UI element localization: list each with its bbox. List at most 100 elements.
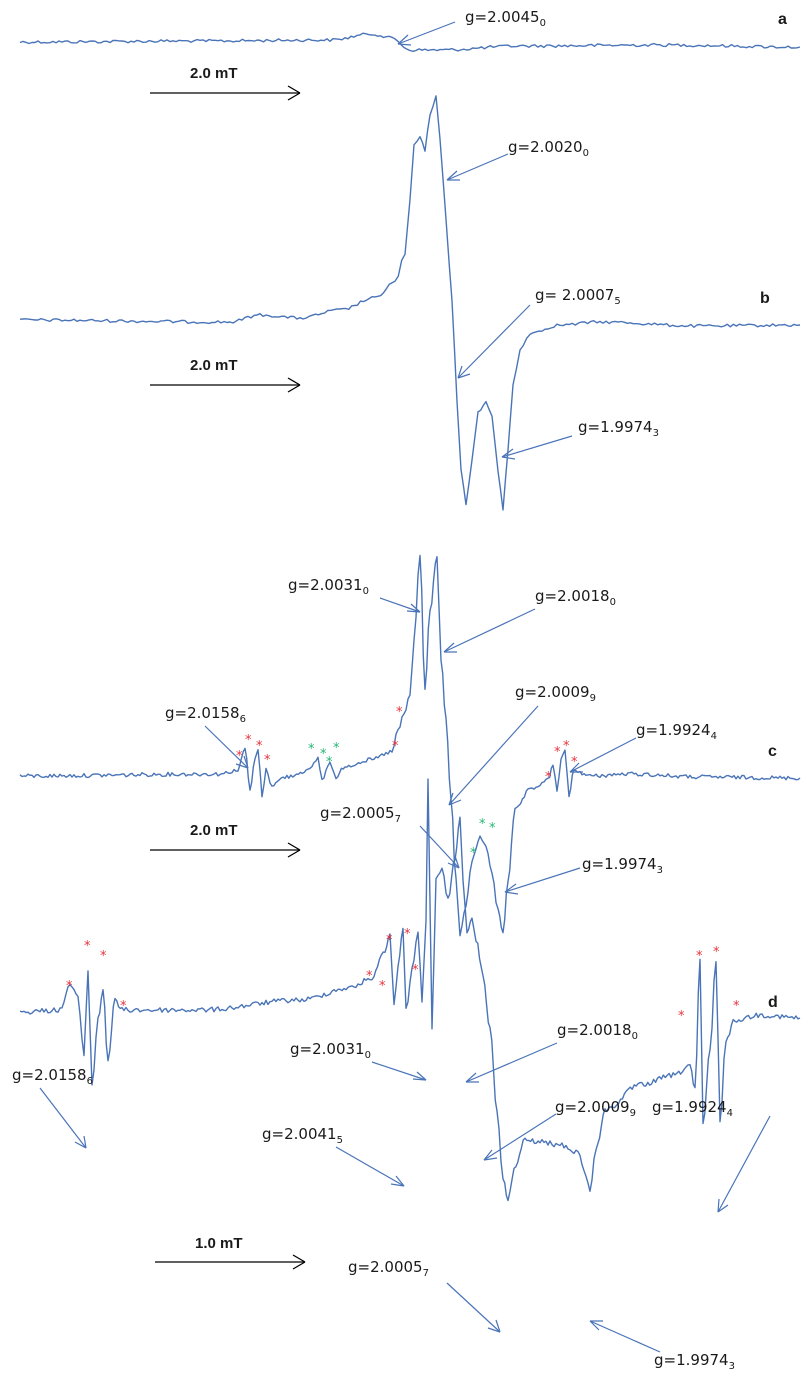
marker-group-d: * * * * * * * * * * * * *: [66, 927, 740, 1024]
scale-bar-label-d: 1.0 mT: [195, 1235, 243, 1252]
leader-arrowhead-c-2: [443, 642, 457, 653]
stars-c-star: *: [479, 817, 486, 832]
leader-b-2: [457, 304, 531, 379]
stars-c-star: *: [308, 742, 315, 757]
leader-c-7: [504, 867, 581, 893]
stars-c-star: *: [563, 739, 570, 754]
g-label-b-3: g=1.99743: [578, 418, 659, 439]
stars-d-star: *: [412, 963, 419, 978]
leader-c-5: [569, 737, 637, 773]
scale-bar-arrowhead-b: [287, 377, 301, 393]
stars-d-star: *: [84, 939, 91, 954]
stars-c-star: *: [396, 705, 403, 720]
leader-arrowhead-d-3: [74, 1135, 87, 1149]
scale-bar-label-a: 2.0 mT: [190, 65, 238, 82]
g-label-d-8: g=1.99743: [654, 1351, 735, 1372]
leader-arrowhead-b-3: [501, 448, 516, 460]
g-label-a-1: g=2.00450: [465, 8, 546, 29]
g-label-c-6: g=2.00057: [320, 804, 401, 825]
leader-c-3: [204, 725, 249, 769]
g-label-c-2: g=2.00180: [535, 587, 616, 608]
leader-d-7: [446, 1282, 501, 1333]
stars-c-star: *: [489, 821, 496, 836]
stars-c-star: *: [333, 741, 340, 756]
g-label-c-7: g=1.99743: [582, 855, 663, 876]
scale-bar-arrowhead-a: [287, 85, 301, 101]
leader-arrowhead-c-7: [504, 883, 519, 895]
stars-c-star: *: [236, 749, 243, 764]
stars-d-star: *: [66, 979, 73, 994]
leader-arrowhead-d-1: [412, 1071, 427, 1081]
stars-d-star: *: [100, 949, 107, 964]
g-label-b-2: g= 2.00075: [535, 286, 621, 307]
stars-d-star: *: [404, 927, 411, 942]
leader-arrowhead-d-7: [487, 1319, 501, 1333]
leader-arrowhead-a-1: [397, 34, 412, 46]
g-label-d-6: g=1.99244: [652, 1098, 733, 1119]
stars-d-star: *: [678, 1009, 685, 1024]
leader-d-3: [39, 1087, 87, 1149]
leader-d-4: [483, 1113, 557, 1161]
stars-d-star: *: [713, 945, 720, 960]
leader-arrowhead-c-3: [235, 755, 249, 769]
g-label-c-5: g=1.99244: [636, 721, 717, 742]
leader-arrowhead-d-6: [717, 1198, 729, 1213]
g-label-c-3: g=2.01586: [165, 704, 246, 725]
g-label-d-4: g=2.00099: [555, 1098, 636, 1119]
stars-c-star: *: [554, 745, 561, 760]
leader-arrowhead-d-2: [465, 1072, 479, 1083]
leader-arrowhead-d-5: [390, 1175, 405, 1187]
g-label-d-1: g=2.00310: [290, 1040, 371, 1061]
panel-letter-a: a: [778, 11, 787, 28]
leader-arrowhead-d-8: [589, 1320, 603, 1331]
stars-c-star: *: [392, 739, 399, 754]
leader-arrowhead-c-4: [448, 792, 462, 806]
panel-letter-d: d: [768, 994, 778, 1011]
leader-arrowhead-b-1: [446, 170, 460, 181]
stars-c-star: *: [264, 753, 271, 768]
spectrum-trace-a: [19, 32, 801, 52]
scale-bar-arrowhead-c: [287, 842, 301, 858]
leader-arrowhead-d-4: [483, 1149, 498, 1161]
leader-b-3: [501, 435, 573, 458]
stars-c-star: *: [245, 733, 252, 748]
panel-letter-c: c: [768, 743, 777, 760]
stars-c-star: *: [470, 846, 477, 861]
stars-d-star: *: [386, 933, 393, 948]
leader-b-1: [446, 153, 509, 181]
leader-d-6: [717, 1115, 771, 1213]
g-label-d-2: g=2.00180: [557, 1021, 638, 1042]
leader-a-1: [397, 21, 456, 45]
panel-a: a g=2.00450 2.0 mT: [19, 8, 801, 101]
spectrum-trace-d: [19, 778, 801, 1202]
scale-bar-arrowhead-d: [292, 1254, 306, 1270]
leader-d-5: [335, 1146, 405, 1187]
spectrum-trace-b: [19, 95, 801, 511]
leader-arrowhead-c-1: [406, 603, 421, 613]
g-label-c-4: g=2.00099: [515, 683, 596, 704]
panel-letter-b: b: [760, 290, 770, 307]
stars-d-star: *: [733, 999, 740, 1014]
stars-d-star: *: [379, 979, 386, 994]
leader-arrowhead-b-2: [457, 365, 471, 379]
g-label-d-3: g=2.01586: [12, 1066, 93, 1087]
leader-d-8: [589, 1320, 661, 1353]
leader-arrowhead-c-5: [569, 762, 583, 773]
stars-d-star: *: [696, 949, 703, 964]
marker-group-c: ** ****** *** * *** **: [236, 705, 578, 861]
stars-c-star: *: [545, 770, 552, 785]
panel-b: b g=2.00200 g= 2.00075 g=1.99743 2.0 mT: [19, 95, 801, 511]
g-label-d-5: g=2.00415: [262, 1125, 343, 1146]
leader-d-1: [371, 1061, 427, 1081]
stars-d-star: *: [366, 969, 373, 984]
g-label-b-1: g=2.00200: [508, 138, 589, 159]
g-label-c-1: g=2.00310: [288, 576, 369, 597]
scale-bar-label-c: 2.0 mT: [190, 822, 238, 839]
stars-c-star: *: [326, 755, 333, 770]
leader-c-1: [379, 597, 421, 613]
g-label-d-7: g=2.00057: [348, 1258, 429, 1279]
stars-c-star: *: [256, 739, 263, 754]
leader-c-6: [419, 825, 460, 869]
panel-c: c g=2.00310 g=2.00180 g=2.01586 g=2.0009…: [19, 554, 801, 937]
